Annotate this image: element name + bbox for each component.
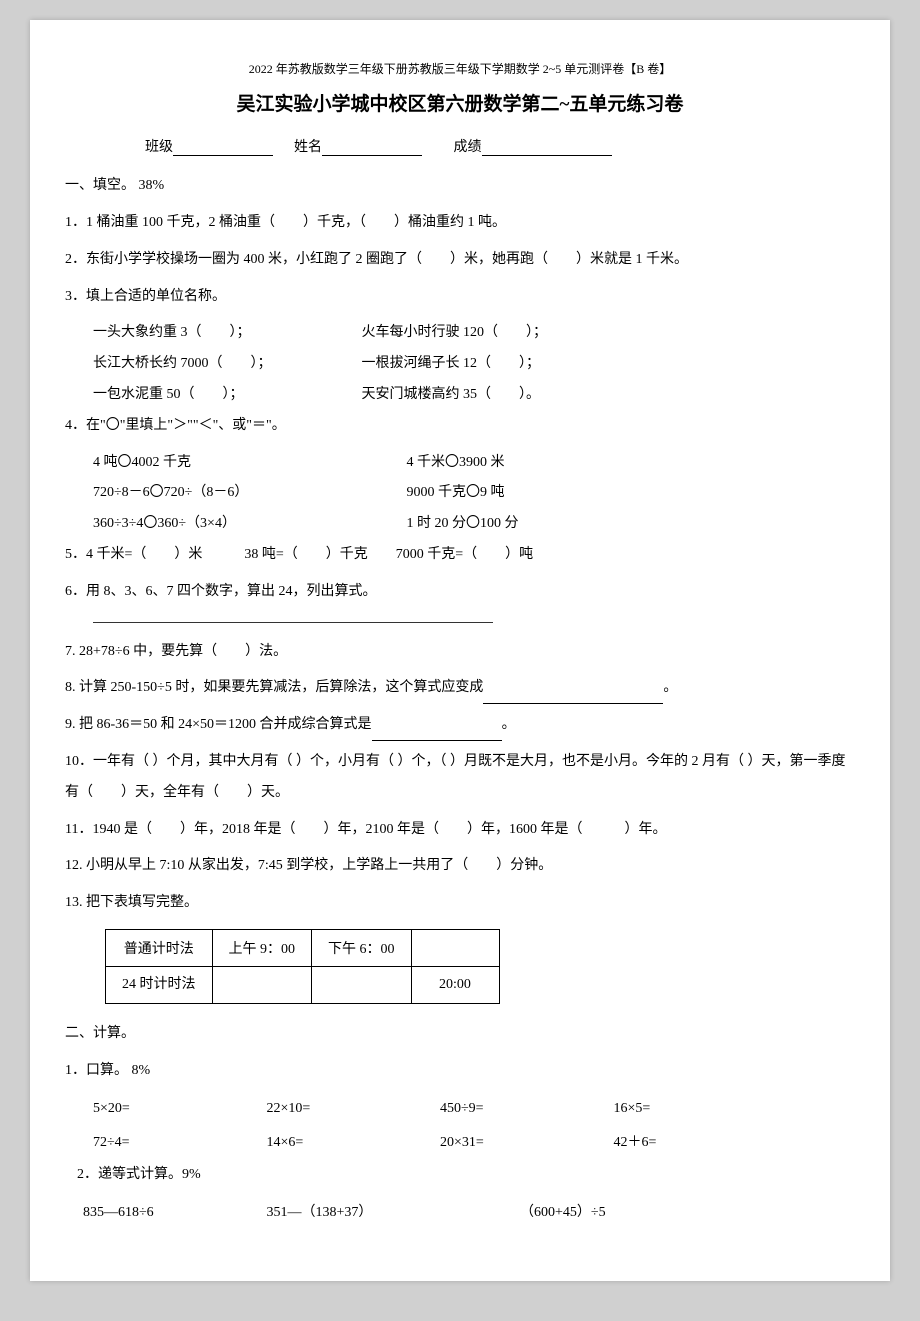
q5: 5．4 千米=（ ）米 38 吨=（ ）千克 7000 千克=（ ）吨 xyxy=(65,540,855,571)
class-blank[interactable] xyxy=(173,140,273,156)
calc-2a: 72÷4= xyxy=(93,1126,263,1160)
q8-suffix: 。 xyxy=(663,680,677,695)
calc-1d: 16×5= xyxy=(614,1092,784,1126)
calc-1a: 5×20= xyxy=(93,1092,263,1126)
q12: 12. 小明从早上 7:10 从家出发，7:45 到学校，上学路上一共用了（ ）… xyxy=(65,851,855,882)
s2-q1-label: 1．口算。 8% xyxy=(65,1056,855,1087)
name-label: 姓名 xyxy=(294,140,322,155)
row2-label: 24 时计时法 xyxy=(106,966,213,1003)
step-1: 835—618÷6 xyxy=(83,1196,263,1230)
q3: 3．填上合适的单位名称。 xyxy=(65,282,855,313)
table-row: 24 时计时法 20:00 xyxy=(106,966,500,1003)
q3-1a: 一头大象约重 3（ ）； xyxy=(93,318,358,349)
s2-q2-label: 2．递等式计算。9% xyxy=(65,1160,855,1191)
q3-2a: 长江大桥长约 7000（ ）； xyxy=(93,349,358,380)
q4-1a: 4 吨〇4002 千克 xyxy=(93,448,403,479)
q4-row2: 720÷8－6〇720÷（8－6） 9000 千克〇9 吨 xyxy=(65,478,855,509)
q7: 7. 28+78÷6 中，要先算（ ）法。 xyxy=(65,637,855,668)
table-row: 普通计时法 上午 9：00 下午 6：00 xyxy=(106,929,500,966)
student-info-line: 班级 姓名 成绩 xyxy=(65,136,855,156)
row2-c3: 20:00 xyxy=(411,966,499,1003)
q4-3a: 360÷3÷4〇360÷（3×4） xyxy=(93,509,403,540)
q3-row3: 一包水泥重 50（ ）； 天安门城楼高约 35（ ）。 xyxy=(65,380,855,411)
exam-page: 2022 年苏教版数学三年级下册苏教版三年级下学期数学 2~5 单元测评卷【B … xyxy=(30,20,890,1281)
q4-row1: 4 吨〇4002 千克 4 千米〇3900 米 xyxy=(65,448,855,479)
q8-prefix: 8. 计算 250-150÷5 时，如果要先算减法，后算除法，这个算式应变成 xyxy=(65,680,483,695)
doc-header: 2022 年苏教版数学三年级下册苏教版三年级下学期数学 2~5 单元测评卷【B … xyxy=(65,60,855,77)
q1: 1．1 桶油重 100 千克，2 桶油重（ ）千克，（ ）桶油重约 1 吨。 xyxy=(65,208,855,239)
q4-3b: 1 时 20 分〇100 分 xyxy=(407,509,519,540)
doc-title: 吴江实验小学城中校区第六册数学第二~五单元练习卷 xyxy=(65,89,855,116)
time-table: 普通计时法 上午 9：00 下午 6：00 24 时计时法 20:00 xyxy=(105,929,500,1004)
q8: 8. 计算 250-150÷5 时，如果要先算减法，后算除法，这个算式应变成 。 xyxy=(65,673,855,704)
q4-1b: 4 千米〇3900 米 xyxy=(407,448,505,479)
q3-3a: 一包水泥重 50（ ）； xyxy=(93,380,358,411)
calc-2c: 20×31= xyxy=(440,1126,610,1160)
row2-c1[interactable] xyxy=(212,966,312,1003)
q4-2a: 720÷8－6〇720÷（8－6） xyxy=(93,478,403,509)
row1-c3[interactable] xyxy=(411,929,499,966)
name-blank[interactable] xyxy=(322,140,422,156)
q6: 6．用 8、3、6、7 四个数字，算出 24，列出算式。 xyxy=(65,577,855,608)
calc-1c: 450÷9= xyxy=(440,1092,610,1126)
q6-answer-line[interactable] xyxy=(93,622,493,623)
step-3: （600+45）÷5 xyxy=(520,1196,690,1230)
row1-c1: 上午 9：00 xyxy=(212,929,312,966)
score-blank[interactable] xyxy=(482,140,612,156)
oral-calc-row1: 5×20= 22×10= 450÷9= 16×5= xyxy=(65,1092,855,1126)
step-calc-row: 835—618÷6 351—（138+37） （600+45）÷5 xyxy=(65,1196,855,1230)
calc-2d: 42＋6= xyxy=(614,1126,784,1160)
section1-heading: 一、填空。 38% xyxy=(65,174,855,194)
q4: 4．在"〇"里填上"＞""＜"、或"＝"。 xyxy=(65,411,855,442)
row2-c2[interactable] xyxy=(312,966,412,1003)
calc-1b: 22×10= xyxy=(267,1092,437,1126)
q9: 9. 把 86-36＝50 和 24×50＝1200 合并成综合算式是 。 xyxy=(65,710,855,741)
q2: 2．东街小学学校操场一圈为 400 米，小红跑了 2 圈跑了（ ）米，她再跑（ … xyxy=(65,245,855,276)
q9-blank[interactable] xyxy=(372,725,502,741)
q3-1b: 火车每小时行驶 120（ ）； xyxy=(362,318,548,349)
q3-3b: 天安门城楼高约 35（ ）。 xyxy=(362,380,541,411)
q3-2b: 一根拔河绳子长 12（ ）； xyxy=(362,349,541,380)
q3-row1: 一头大象约重 3（ ）； 火车每小时行驶 120（ ）； xyxy=(65,318,855,349)
row1-c2: 下午 6：00 xyxy=(312,929,412,966)
class-label: 班级 xyxy=(145,140,173,155)
q4-2b: 9000 千克〇9 吨 xyxy=(407,478,505,509)
q10: 10．一年有（ ）个月，其中大月有（ ）个，小月有（ ）个，（ ）月既不是大月，… xyxy=(65,747,855,809)
q3-row2: 长江大桥长约 7000（ ）； 一根拔河绳子长 12（ ）； xyxy=(65,349,855,380)
q9-suffix: 。 xyxy=(502,717,516,732)
row1-label: 普通计时法 xyxy=(106,929,213,966)
q9-prefix: 9. 把 86-36＝50 和 24×50＝1200 合并成综合算式是 xyxy=(65,717,372,732)
q13: 13. 把下表填写完整。 xyxy=(65,888,855,919)
step-2: 351—（138+37） xyxy=(267,1196,517,1230)
q8-blank[interactable] xyxy=(483,688,663,704)
q11: 11．1940 是（ ）年，2018 年是（ ）年，2100 年是（ ）年，16… xyxy=(65,815,855,846)
q4-row3: 360÷3÷4〇360÷（3×4） 1 时 20 分〇100 分 xyxy=(65,509,855,540)
calc-2b: 14×6= xyxy=(267,1126,437,1160)
oral-calc-row2: 72÷4= 14×6= 20×31= 42＋6= xyxy=(65,1126,855,1160)
score-label: 成绩 xyxy=(454,140,482,155)
section2-heading: 二、计算。 xyxy=(65,1022,855,1042)
